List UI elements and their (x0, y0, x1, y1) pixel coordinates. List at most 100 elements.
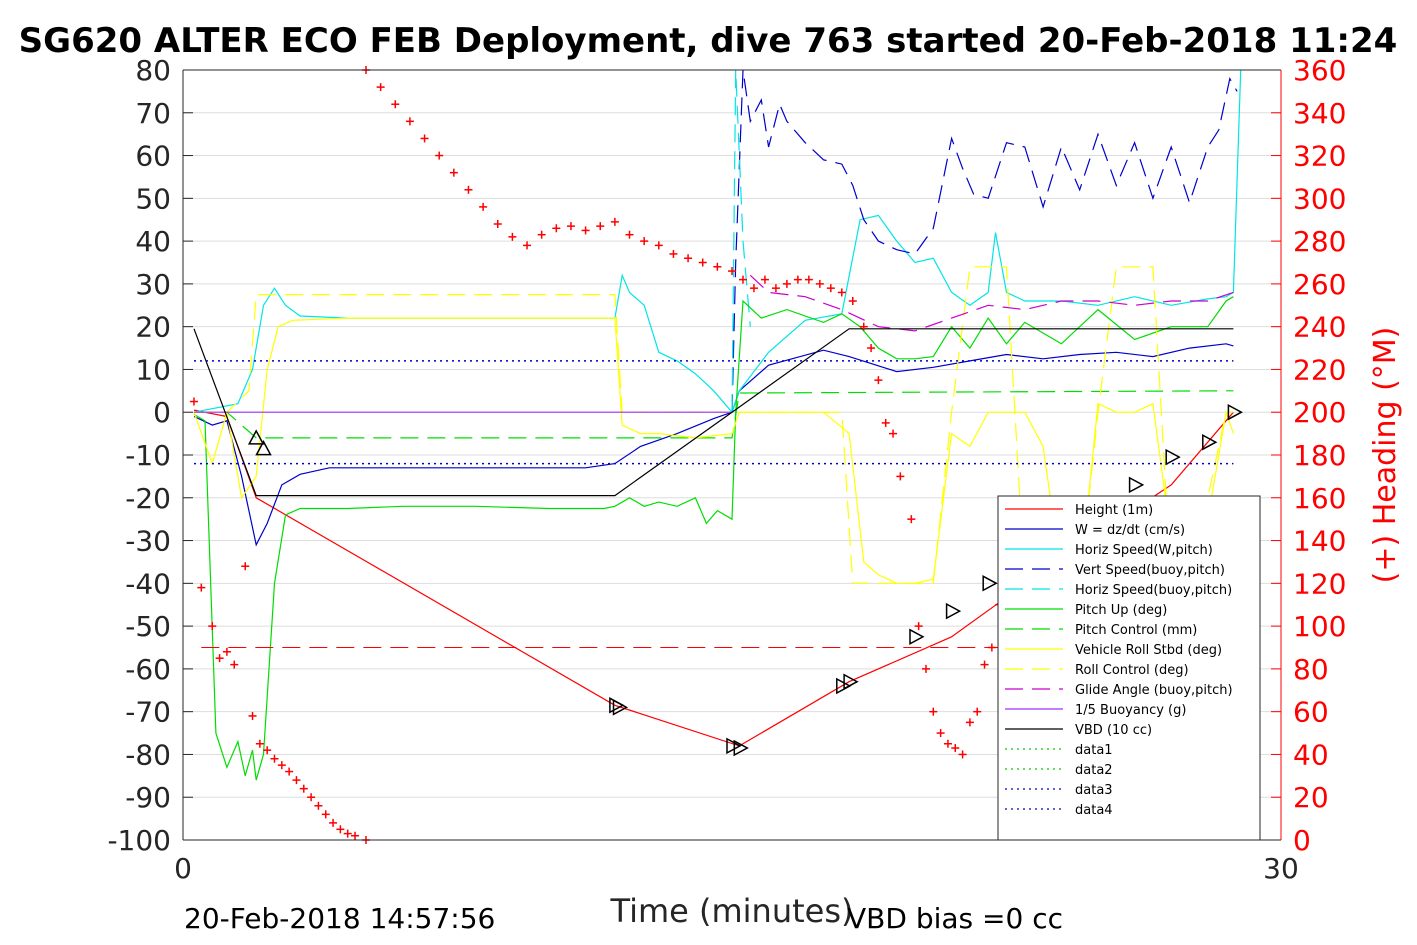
y-tick-label: -10 (125, 439, 171, 472)
triangle-marker (255, 440, 272, 456)
heading-point (307, 793, 316, 802)
heading-point (793, 275, 802, 284)
y-tick-label: 10 (135, 353, 171, 386)
heading-point (255, 739, 264, 748)
heading-point (189, 397, 198, 406)
y-right-tick-label: 220 (1293, 353, 1346, 386)
heading-point (610, 217, 619, 226)
series-line (193, 296, 1234, 781)
footer-timestamp: 20-Feb-2018 14:57:56 (184, 902, 495, 935)
legend-entry: Horiz Speed(W,pitch) (1075, 543, 1213, 558)
heading-point (965, 718, 974, 727)
heading-point (263, 746, 272, 755)
legend-entry: 1/5 Buoyancy (g) (1075, 703, 1186, 718)
heading-point (654, 241, 663, 250)
legend-entry: VBD (10 cc) (1075, 723, 1152, 738)
heading-point (738, 275, 747, 284)
heading-point (936, 729, 945, 738)
triangle-marker (909, 628, 925, 646)
series-line (194, 266, 1234, 584)
heading-point (343, 829, 352, 838)
heading-point (896, 472, 905, 481)
heading-point (951, 744, 960, 753)
triangle-marker (726, 737, 742, 755)
y-right-tick-label: 80 (1293, 653, 1329, 686)
y-tick-label: -20 (125, 482, 171, 515)
heading-point (837, 288, 846, 297)
y-tick-label: 70 (135, 97, 171, 130)
right-axis-label: (+) Heading (°M) (1368, 327, 1403, 584)
heading-point (848, 297, 857, 305)
heading-point (669, 249, 678, 258)
y-right-tick-label: 120 (1293, 567, 1346, 600)
triangle-marker (1128, 476, 1145, 494)
heading-point (351, 831, 360, 840)
heading-point (640, 237, 649, 246)
legend-entry: Roll Control (deg) (1075, 663, 1189, 678)
triangle-marker (836, 677, 852, 695)
legend-entry: data2 (1075, 763, 1113, 778)
y-right-tick-label: 180 (1293, 439, 1346, 472)
y-tick-label: 80 (135, 54, 171, 87)
heading-point (336, 825, 345, 834)
triangle-marker (247, 429, 265, 445)
heading-point (943, 739, 952, 748)
legend-entry: Pitch Up (deg) (1075, 603, 1167, 618)
grid (183, 69, 1281, 841)
series-line (731, 69, 751, 413)
y-right-tick-label: 0 (1293, 824, 1311, 857)
y-tick-label: 60 (135, 140, 171, 173)
y-right-tick-label: 160 (1293, 482, 1346, 515)
legend: Height (1m) W = dz/dt (cm/s) Horiz Speed(W… (997, 495, 1261, 841)
heading-point (508, 232, 517, 241)
heading-point (684, 254, 693, 263)
legend-entry: W = dz/dt (cm/s) (1075, 523, 1185, 538)
y-right-tick-label: 340 (1293, 97, 1346, 130)
y-tick-label: 20 (135, 311, 171, 344)
triangle-marker (945, 602, 962, 620)
x-tick-label: 0 (174, 852, 192, 885)
y-tick-label: 30 (135, 268, 171, 301)
y-tick-label: 50 (135, 182, 171, 215)
heading-point (285, 767, 294, 776)
heading-point (241, 562, 250, 571)
legend-entry: Horiz Speed(buoy,pitch) (1075, 583, 1232, 598)
chart-title: SG620 ALTER ECO FEB Deployment, dive 763… (19, 21, 1398, 61)
heading-point (376, 83, 385, 92)
y-right-tick-label: 240 (1293, 311, 1346, 344)
heading-point (329, 818, 338, 827)
heading-point (493, 220, 502, 228)
heading-point (435, 151, 444, 160)
y-right-tick-label: 100 (1293, 610, 1346, 643)
y-tick-label: -60 (125, 653, 171, 686)
heading-point (929, 707, 938, 716)
y-tick-label: -80 (125, 738, 171, 771)
series-line (193, 317, 1234, 585)
heading-point (537, 230, 546, 239)
heading-point (713, 262, 722, 271)
heading-point (625, 230, 634, 239)
footer-vbd-bias: VBD bias =0 cc (847, 902, 1063, 935)
series-line (193, 343, 1234, 547)
heading-point (859, 322, 868, 331)
heading-point (197, 583, 206, 592)
x-axis-label: Time (minutes) (610, 892, 854, 930)
triangle-marker (1227, 403, 1243, 421)
triangle-marker (982, 575, 998, 592)
heading-point (248, 711, 257, 720)
series-line (193, 328, 1234, 497)
heading-point (321, 810, 330, 819)
y-right-tick-label: 300 (1293, 182, 1346, 215)
heading-point (973, 707, 982, 716)
heading-point (874, 376, 883, 385)
heading-point (479, 202, 488, 211)
series-line (194, 390, 1234, 439)
heading-point (749, 284, 758, 293)
heading-point (760, 275, 769, 284)
y-tick-label: -100 (107, 824, 171, 857)
y-tick-label: 40 (135, 225, 171, 258)
heading-point (771, 284, 780, 293)
y-right-tick-label: 140 (1293, 525, 1346, 558)
heading-point (581, 226, 590, 235)
